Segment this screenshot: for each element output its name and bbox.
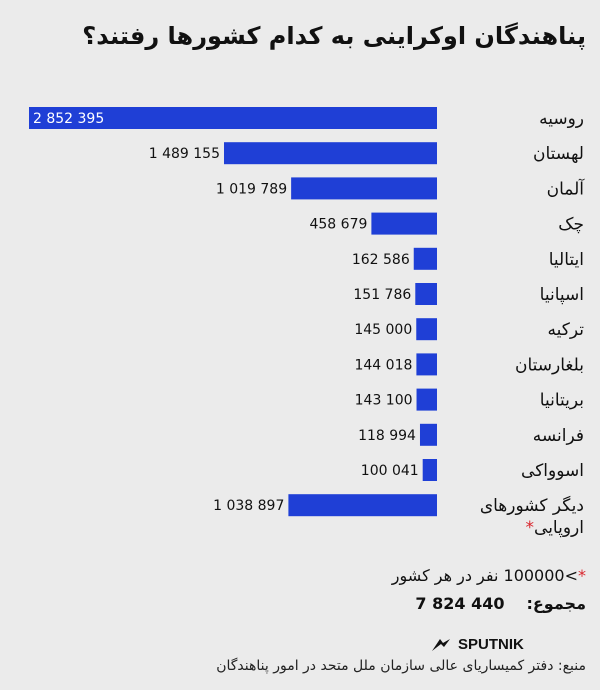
value-label-8: 143 100 <box>355 393 413 409</box>
bar-0 <box>29 107 437 129</box>
bar-2 <box>291 177 437 200</box>
value-label-9: 118 994 <box>358 428 416 444</box>
category-label-2: آلمان <box>547 177 586 199</box>
chart-title: پناهندگان اوکراینی به کدام کشورها رفتند؟ <box>82 22 586 50</box>
sputnik-logo-icon <box>430 637 452 653</box>
sputnik-logo: SPUTNIK <box>430 636 524 653</box>
category-label-1: لهستان <box>533 144 584 164</box>
source-text: منبع: دفتر کمیساریای عالی سازمان ملل متح… <box>216 658 586 674</box>
category-label-8: بریتانیا <box>540 391 584 411</box>
category-label-9: فرانسه <box>533 426 584 446</box>
total-row: مجموع: 7 824 440 <box>415 594 586 613</box>
bar-chart: 2 852 395 روسیه 1 489 155 لهستان 1 019 789 آل… <box>29 107 586 538</box>
category-label-0: روسیه <box>539 109 584 129</box>
value-label-6: 145 000 <box>354 322 412 338</box>
value-label-11: 1 038 897 <box>213 498 284 514</box>
value-label-7: 144 018 <box>354 357 412 373</box>
bar-6 <box>416 318 437 341</box>
value-label-1: 1 489 155 <box>149 146 220 162</box>
category-label-7: بلغارستان <box>515 355 584 375</box>
value-label-3: 458 679 <box>309 217 367 233</box>
category-label-6: ترکیه <box>548 320 585 340</box>
value-label-10: 100 041 <box>361 463 419 479</box>
bar-11 <box>288 494 437 517</box>
footnote: *>100000 نفر در هر کشور <box>392 566 586 585</box>
value-label-0: 2 852 395 <box>33 111 104 127</box>
bar-1 <box>223 142 437 165</box>
bar-8 <box>416 388 437 411</box>
category-label-3: چک <box>558 215 584 235</box>
logo-text: SPUTNIK <box>458 636 524 653</box>
total-value: 7 824 440 <box>415 594 505 613</box>
category-label-4: ایتالیا <box>549 250 584 270</box>
bar-4 <box>413 247 437 270</box>
category-label-11: دیگر کشورهای اروپایی* <box>480 495 584 538</box>
bar-5 <box>415 283 437 305</box>
value-label-4: 162 586 <box>352 252 410 268</box>
footnote-marker: * <box>578 566 586 585</box>
category-label-10: اسوواکی <box>521 461 584 481</box>
bar-10 <box>422 459 437 481</box>
value-label-2: 1 019 789 <box>216 181 287 197</box>
bar-7 <box>416 353 437 376</box>
footnote-text: >100000 نفر در هر کشور <box>391 566 578 585</box>
bar-3 <box>371 212 437 235</box>
bar-9 <box>419 423 437 446</box>
total-label: مجموع: <box>526 594 586 613</box>
category-label-5: اسپانیا <box>540 285 584 305</box>
value-label-5: 151 786 <box>353 287 411 303</box>
